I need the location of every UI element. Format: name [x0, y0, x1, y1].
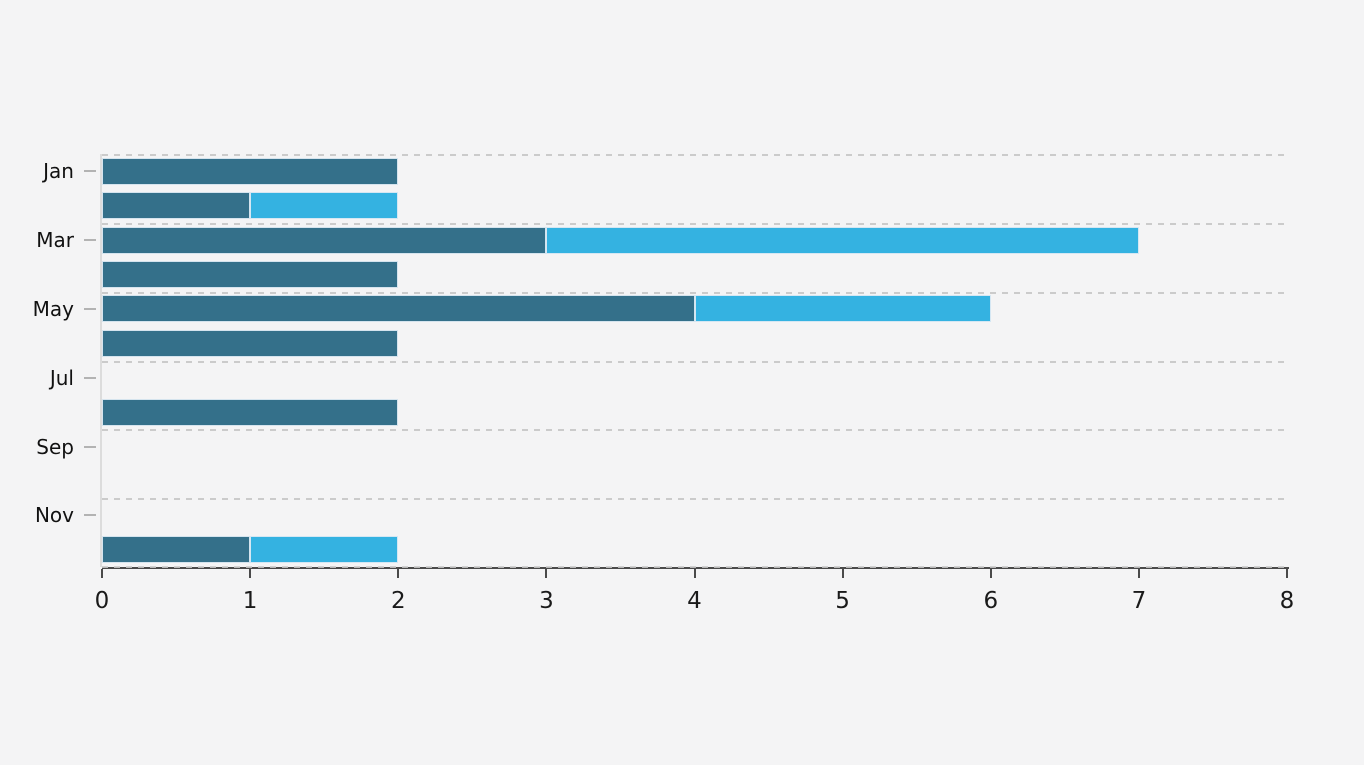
y-axis-spine: [100, 154, 102, 567]
x-tick-label-1: 1: [242, 588, 258, 614]
gridline: [102, 222, 1287, 225]
bar-mar-light-blue-segment: [546, 226, 1139, 254]
x-axis-tick: [397, 569, 400, 578]
gridline: [102, 429, 1287, 432]
x-tick-label-6: 6: [983, 588, 999, 614]
x-axis-tick: [1137, 569, 1140, 578]
y-tick-label-jan: Jan: [43, 159, 74, 184]
bar-apr-dark-teal-segment: [102, 261, 399, 288]
y-axis-tick: [84, 239, 96, 241]
y-tick-label-mar: Mar: [36, 228, 74, 252]
y-axis-tick: [84, 514, 96, 517]
y-tick-label-may: May: [32, 296, 74, 321]
y-axis-tick: [84, 170, 96, 173]
bar-may-dark-teal-segment: [102, 295, 695, 323]
gridline: [102, 154, 1287, 156]
x-tick-label-7: 7: [1131, 588, 1147, 614]
y-tick-label-sep: Sep: [36, 434, 74, 459]
x-axis-tick: [1286, 569, 1288, 578]
bar-aug-dark-teal-segment: [102, 398, 399, 426]
y-tick-label-jul: Jul: [49, 365, 74, 390]
x-axis-line: [102, 567, 1289, 569]
y-tick-label-nov: Nov: [34, 503, 74, 528]
gridline: [102, 291, 1287, 294]
bar-feb-light-blue-segment: [250, 192, 399, 220]
x-tick-label-8: 8: [1279, 588, 1295, 614]
bar-dec-light-blue-segment: [250, 536, 399, 564]
y-axis-tick: [84, 445, 96, 448]
plot-area: [100, 154, 1287, 567]
bar-feb-dark-teal-segment: [102, 192, 251, 220]
gridline: [102, 498, 1287, 501]
x-axis-tick: [989, 569, 992, 578]
x-axis-tick: [249, 569, 252, 578]
bar-dec-dark-teal-segment: [102, 536, 251, 564]
x-axis-tick: [841, 569, 844, 578]
x-axis-tick: [545, 569, 548, 578]
bar-may-light-blue-segment: [694, 295, 991, 323]
x-tick-label-0: 0: [94, 588, 110, 614]
bar-jun-dark-teal-segment: [102, 329, 399, 357]
gridline: [102, 360, 1287, 363]
x-tick-label-5: 5: [835, 588, 850, 614]
bar-jan-dark-teal-segment: [102, 157, 399, 185]
x-tick-label-3: 3: [539, 588, 554, 614]
x-axis-bottom-gridline: [102, 566, 1287, 568]
bar-mar-dark-teal-segment: [102, 226, 547, 254]
x-axis-tick: [101, 569, 103, 578]
y-axis-tick: [84, 307, 96, 310]
x-tick-label-2: 2: [390, 588, 406, 614]
x-tick-label-4: 4: [687, 588, 702, 614]
x-axis-tick: [693, 569, 696, 578]
y-axis-tick: [84, 376, 96, 379]
